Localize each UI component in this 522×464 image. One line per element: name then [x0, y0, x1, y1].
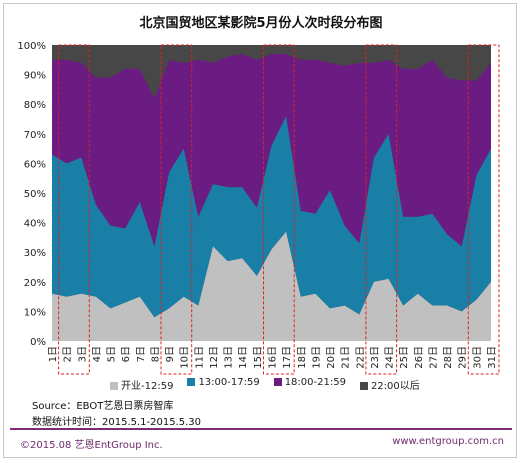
y-tick-label: 0% — [30, 337, 46, 348]
footer-divider — [10, 428, 512, 430]
y-tick-label: 10% — [24, 307, 46, 318]
y-tick-label: 20% — [24, 278, 46, 289]
x-tick-label: 12日 — [209, 346, 220, 369]
x-tick-label: 25日 — [399, 346, 410, 369]
x-tick-label: 3日 — [77, 346, 88, 362]
y-tick-label: 90% — [24, 71, 46, 82]
weekend-highlight-box — [160, 44, 193, 375]
weekend-highlight-box — [467, 44, 500, 375]
legend-swatch-1 — [110, 382, 118, 390]
x-tick-label: 26日 — [414, 346, 425, 369]
x-tick-label: 7日 — [136, 346, 147, 362]
chart-svg: 0% 10% 20% 30% 40% 50% 60% 70% 80% 90% 100% 1日 2日 3日… — [17, 41, 500, 375]
y-tick-label: 30% — [24, 248, 46, 259]
x-tick-label: 13日 — [224, 346, 235, 369]
x-tick-label: 17日 — [282, 346, 293, 369]
legend-swatch-4 — [359, 382, 368, 390]
x-tick-label: 30日 — [472, 346, 483, 369]
x-tick-label: 1日 — [48, 346, 59, 362]
x-tick-label: 28日 — [443, 346, 454, 369]
x-tick-label: 15日 — [253, 346, 264, 369]
x-tick-label: 4日 — [92, 346, 103, 362]
x-tick-label: 23日 — [370, 346, 381, 369]
area-series-3 — [52, 53, 491, 247]
x-tick-label: 21日 — [341, 346, 352, 369]
chart-title: 北京国贸地区某影院5月份人次时段分布图 — [139, 16, 383, 31]
x-tick-label: 27日 — [428, 346, 439, 369]
area-series-1 — [52, 231, 491, 341]
legend: 开业-12:59 13:00-17:59 18:00-21:59 22:00以后 — [110, 377, 420, 392]
y-tick-label: 40% — [24, 219, 46, 230]
y-tick-label: 80% — [24, 100, 46, 111]
weekend-highlight-box — [263, 44, 295, 375]
x-tick-label: 2日 — [63, 346, 74, 362]
y-tick-label: 100% — [17, 41, 46, 52]
x-tick-label: 6日 — [121, 346, 132, 362]
y-tick-label: 70% — [24, 130, 46, 141]
x-tick-label: 10日 — [180, 346, 191, 369]
source-text: Source：EBOT艺恩日票房智库 — [32, 401, 174, 412]
x-tick-label: 22日 — [355, 346, 366, 369]
x-tick-label: 14日 — [238, 346, 249, 369]
footer-copyright: ©2015.08 艺恩EntGroup Inc. — [20, 440, 163, 451]
x-tick-label: 31日 — [487, 346, 498, 369]
x-tick-label: 9日 — [165, 346, 176, 362]
x-tick-label: 19日 — [311, 346, 322, 369]
x-tick-label: 29日 — [458, 346, 469, 369]
area-series-4 — [52, 45, 491, 99]
legend-item-3: 18:00-21:59 — [273, 377, 346, 392]
weekend-highlight-box — [365, 44, 398, 375]
area-series-2 — [52, 116, 491, 318]
x-tick-label: 5日 — [107, 346, 118, 362]
x-tick-label: 8日 — [150, 346, 161, 362]
legend-item-2: 13:00-17:59 — [187, 377, 260, 392]
footer-url[interactable]: www.entgroup.com.cn — [392, 436, 504, 447]
legend-swatch-2 — [187, 378, 196, 386]
x-tick-label: 24日 — [385, 346, 396, 369]
y-tick-label: 50% — [24, 189, 46, 200]
legend-item-4: 22:00以后 — [359, 377, 420, 392]
x-tick-label: 16日 — [268, 346, 279, 369]
legend-swatch-3 — [273, 378, 282, 386]
weekend-highlight-box — [58, 44, 90, 375]
x-tick-label: 18日 — [297, 346, 308, 369]
y-tick-label: 60% — [24, 159, 46, 170]
legend-item-1: 开业-12:59 — [110, 377, 173, 392]
period-text: 数据统计时间：2015.5.1-2015.5.30 — [32, 417, 202, 428]
x-tick-label: 20日 — [326, 346, 337, 369]
x-tick-label: 11日 — [194, 346, 205, 369]
